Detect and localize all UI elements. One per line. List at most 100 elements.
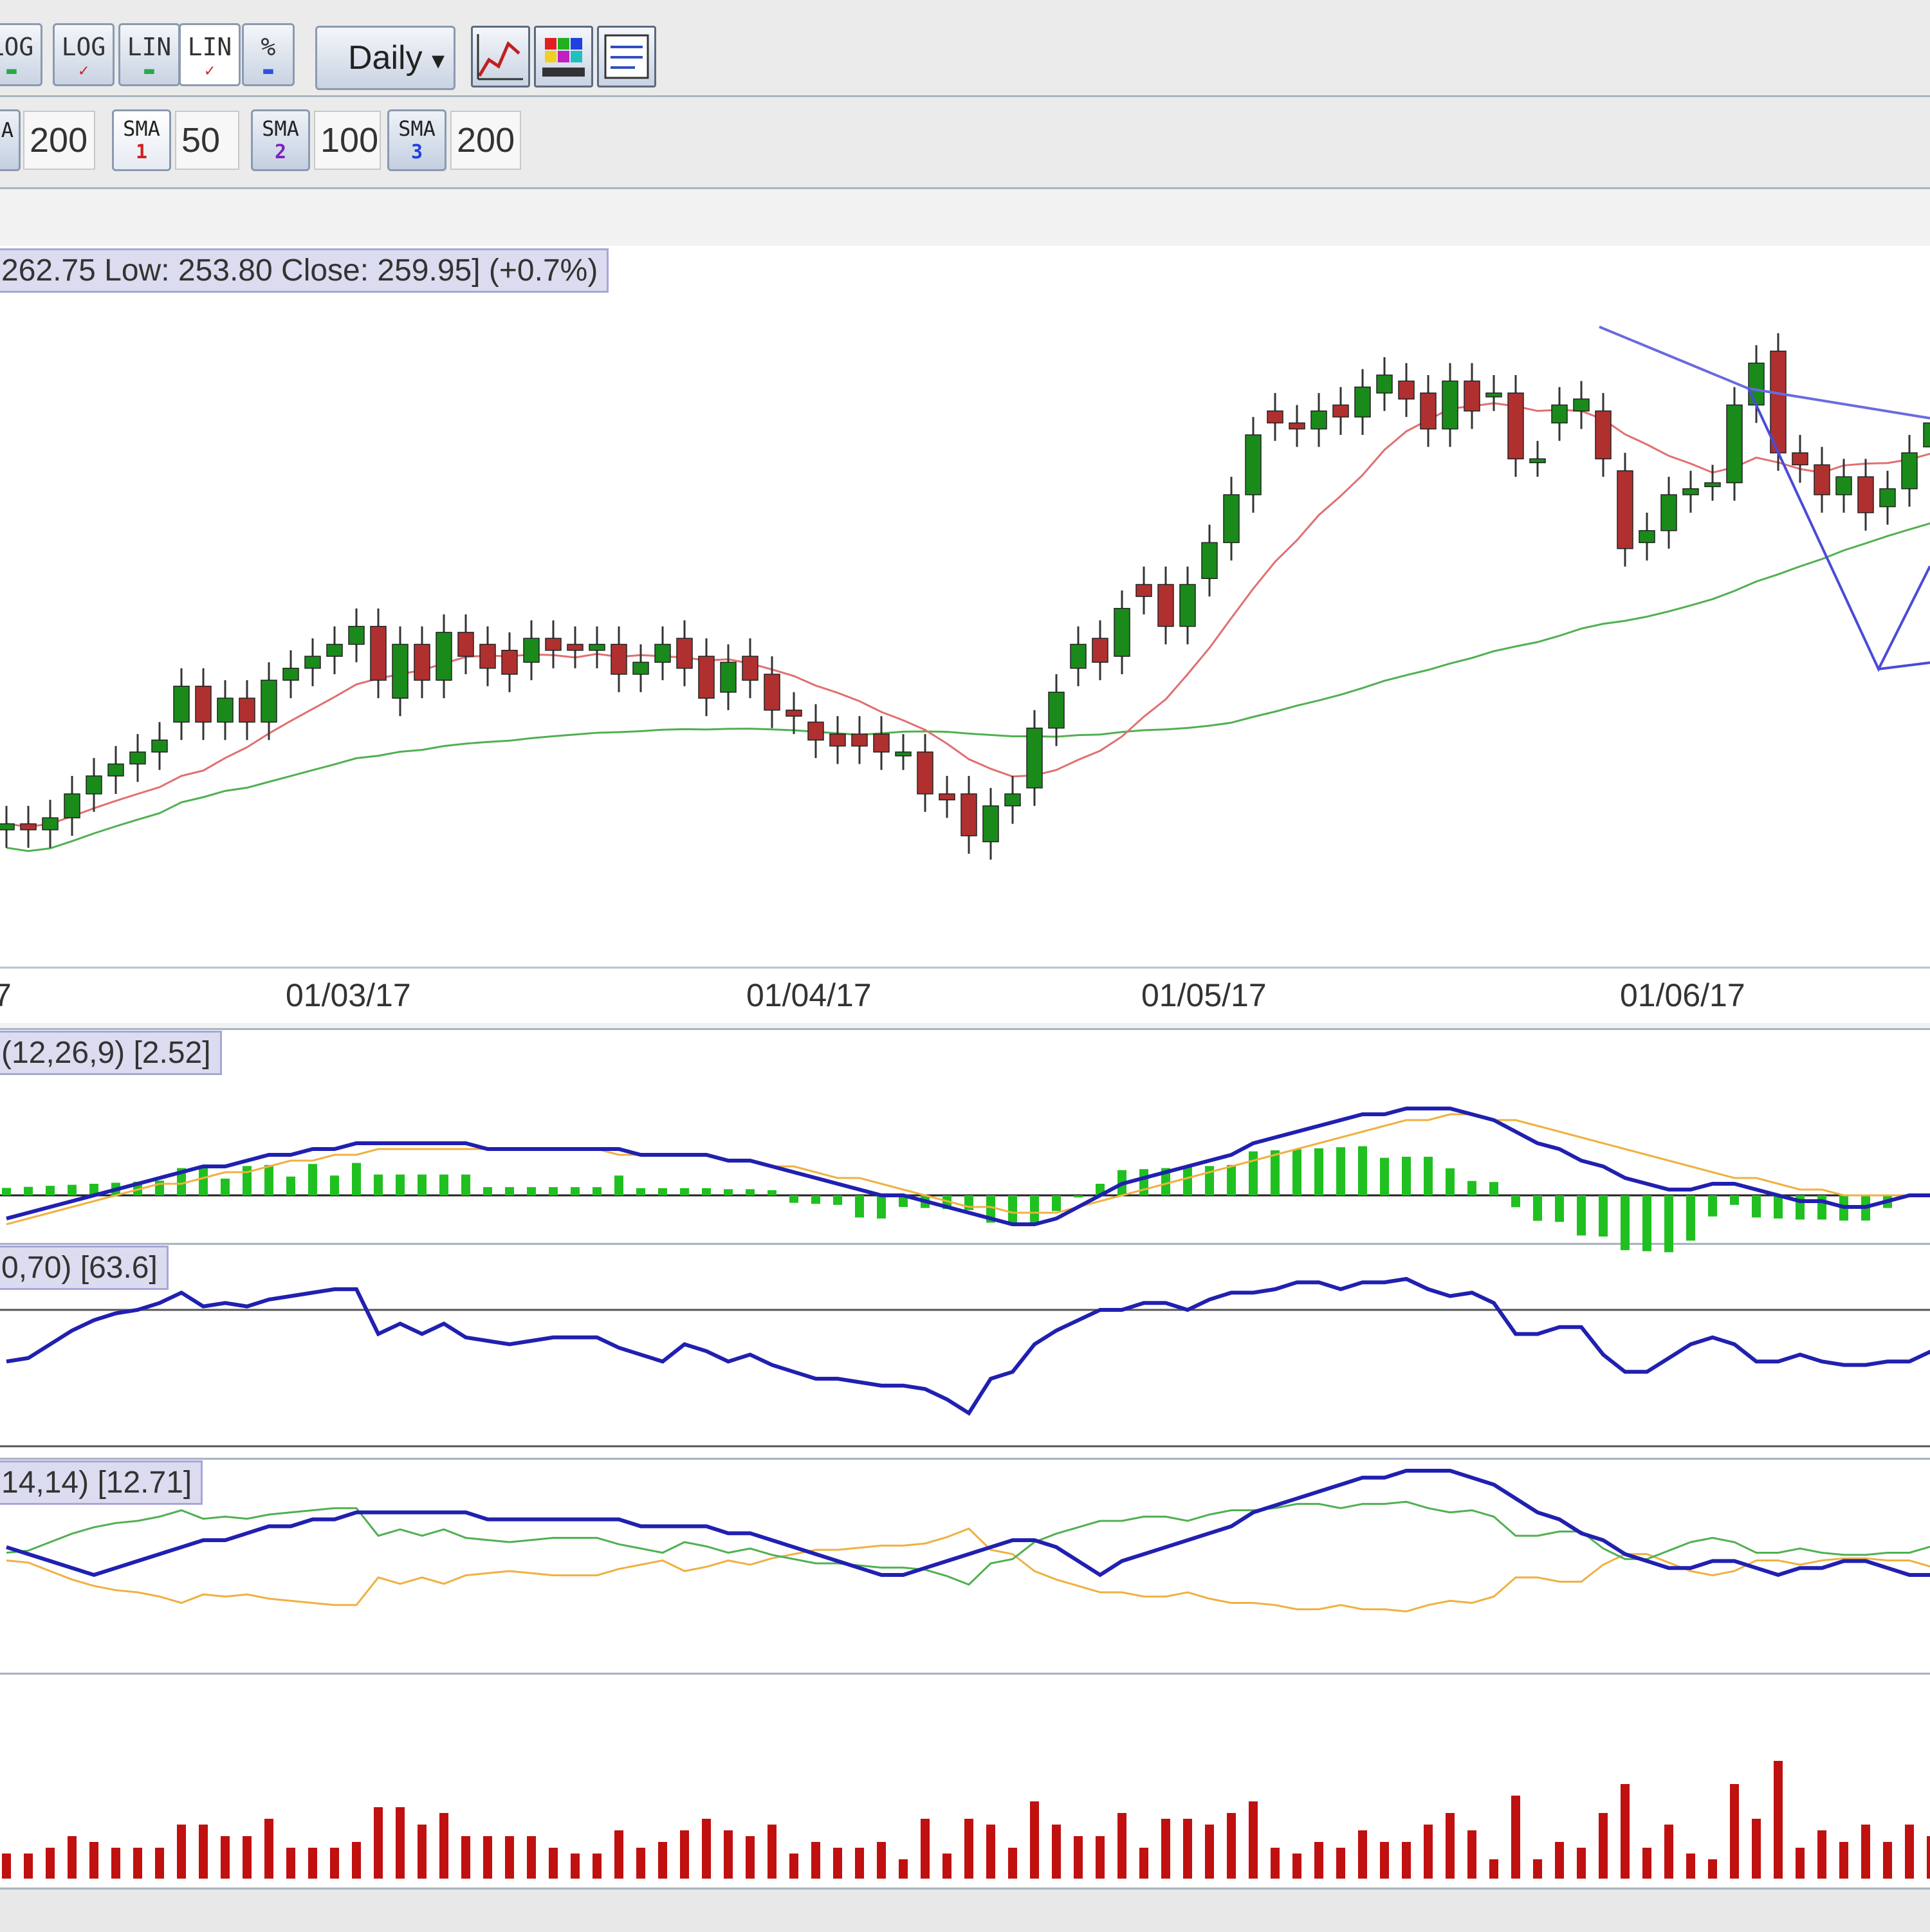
macd-histogram-bar [789,1195,798,1203]
candle [501,650,518,675]
macd-histogram-bar [724,1189,733,1195]
sma-3-button[interactable]: SMA 3 [387,109,446,171]
macd-histogram-bar [1139,1169,1148,1195]
macd-histogram-bar [746,1189,755,1195]
candle [304,656,321,669]
volume-bar [877,1842,886,1879]
volume-bar [1621,1784,1630,1879]
sma-3-value-field[interactable]: 200 [450,111,521,170]
candle [1070,643,1087,669]
candle [917,751,933,795]
volume-bar [767,1825,777,1879]
adx-label: 14,14) [12.71] [0,1460,203,1505]
scale-button-log[interactable]: LOG▬ [0,23,42,86]
candle [1354,386,1371,418]
period-dropdown[interactable]: Daily ▾ [315,26,455,90]
macd-histogram-bar [549,1187,558,1195]
adx-minus-di-line [6,1527,1930,1613]
volume-bar [811,1842,820,1879]
macd-histogram-bar [1511,1195,1520,1208]
candle [261,679,277,723]
macd-histogram-bar [1161,1168,1170,1195]
macd-histogram-bar [811,1195,820,1204]
rsi-panel[interactable] [0,1243,1930,1457]
volume-bar [636,1848,645,1879]
volume-bar [1927,1836,1930,1879]
macd-histogram-bar [221,1179,230,1195]
macd-histogram-bar [1314,1148,1323,1195]
macd-histogram-bar [1621,1195,1630,1251]
macd-histogram-bar [1577,1195,1586,1236]
volume-bar [1271,1848,1280,1879]
volume-bar [330,1848,339,1879]
volume-bar [1139,1848,1148,1879]
volume-bar [1708,1859,1717,1879]
volume-bar [899,1859,908,1879]
macd-histogram-bar [374,1174,383,1195]
macd-histogram-bar [1774,1195,1783,1219]
volume-bar [921,1819,930,1879]
color-palette-icon[interactable] [534,26,593,87]
candle [414,643,430,681]
volume-bar [286,1848,295,1879]
candle [1639,530,1655,544]
candle [676,638,693,669]
macd-histogram-bar [1030,1195,1039,1224]
scale-button-label: LOG [61,33,106,61]
volume-bar [855,1848,864,1879]
volume-bar [1883,1842,1892,1879]
macd-histogram-bar [1292,1149,1301,1195]
trendline [1599,326,1930,419]
chart-settings-icon[interactable] [597,26,656,87]
scale-button-log[interactable]: LOG ✓ [53,23,115,86]
volume-bar [1511,1796,1520,1879]
volume-bar [833,1848,842,1879]
volume-bar [68,1836,77,1879]
volume-bar [1117,1813,1126,1879]
sma-2-button[interactable]: SMA 2 [251,109,310,171]
volume-bar [439,1813,448,1879]
macd-histogram-bar [68,1184,77,1195]
scale-button-lin[interactable]: LIN ✓ [179,23,241,86]
macd-histogram-bar [986,1195,995,1223]
macd-histogram-bar [352,1163,361,1195]
macd-histogram-bar [1249,1151,1258,1195]
candle [1660,494,1677,531]
candle [523,638,540,663]
ema-value-field[interactable]: 200 [23,111,95,170]
macd-histogram-bar [1533,1195,1542,1221]
candle [1398,380,1415,400]
sma-2-value-field[interactable]: 100 [314,111,381,170]
candle [107,763,124,777]
status-bar [0,1888,1930,1932]
adx-panel[interactable] [0,1458,1930,1672]
volume-bar [177,1825,186,1879]
volume-bar [658,1842,667,1879]
scale-button-percent[interactable]: % ▬ [242,23,295,86]
candle [1442,380,1458,430]
volume-bar [571,1854,580,1879]
sma-1-button[interactable]: SMA 1 [112,109,171,171]
volume-bar [221,1836,230,1879]
macd-histogram-bar [702,1188,711,1195]
volume-bar [1577,1848,1586,1879]
scale-button-label: LOG [0,33,34,61]
candle [764,674,780,711]
macd-line [6,1107,1930,1226]
candle [1551,404,1568,424]
volume-bar [527,1836,536,1879]
price-panel[interactable] [0,246,1930,1023]
candle [1770,351,1787,454]
macd-histogram-bar [1752,1195,1761,1218]
macd-histogram-bar [46,1186,55,1195]
candle [1529,458,1546,463]
candle [1420,392,1437,430]
macd-histogram-bar [636,1188,645,1195]
sma-1-value-field[interactable]: 50 [175,111,239,170]
chart-type-icon[interactable] [471,26,530,87]
volume-bar [1533,1859,1542,1879]
ema-partial-button[interactable]: A [0,109,21,171]
volume-bar [1839,1842,1848,1879]
volume-bar [1030,1801,1039,1879]
volume-bar [549,1848,558,1879]
